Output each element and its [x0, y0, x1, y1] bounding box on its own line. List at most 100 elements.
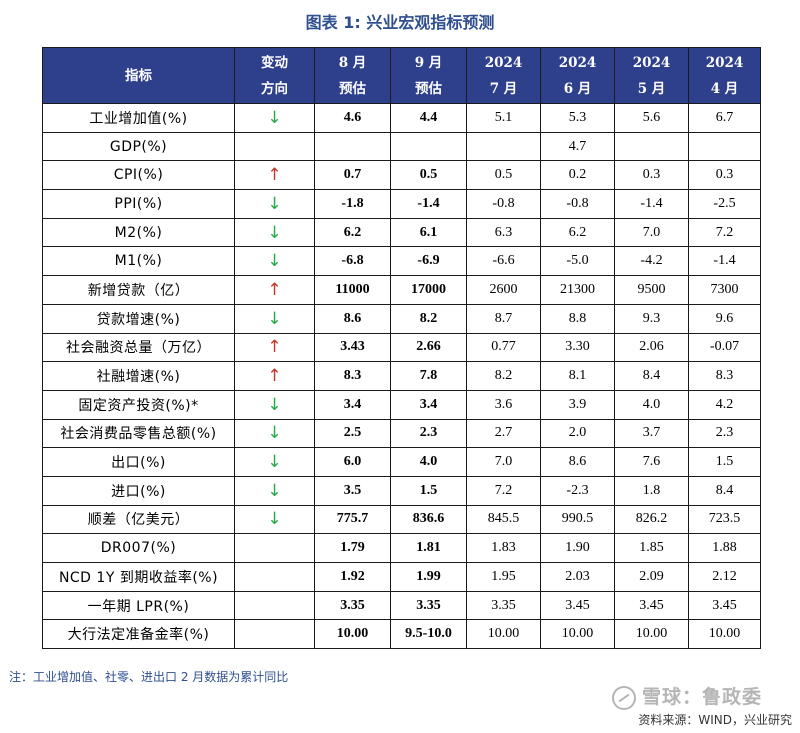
table-row: 进口(%) ↓ 3.5 1.5 7.2 -2.3 1.8 8.4 — [42, 475, 761, 506]
up-arrow-icon: ↑ — [267, 165, 282, 186]
jul-value: 8.7 — [466, 303, 541, 334]
jun-value: 1.90 — [540, 533, 615, 563]
down-arrow-icon: ↓ — [267, 423, 282, 444]
source-note: 资料来源：WIND，兴业研究 — [638, 713, 792, 727]
aug-value: 3.35 — [314, 590, 391, 621]
table-row: NCD 1Y 到期收益率(%) 1.92 1.99 1.95 2.03 2.09 2.12 — [42, 562, 761, 592]
down-arrow-icon: ↓ — [267, 193, 282, 214]
apr-value: 3.45 — [688, 590, 761, 621]
jun-value: 3.45 — [540, 590, 615, 621]
aug-value: 6.2 — [314, 217, 391, 248]
sep-value: 836.6 — [390, 504, 467, 535]
sep-value — [390, 131, 467, 162]
down-arrow-icon: ↓ — [267, 480, 282, 501]
header-indicator: 指标 — [42, 47, 235, 104]
table-row: 社会融资总量（万亿） ↑ 3.43 2.66 0.77 3.30 2.06 -0.07 — [42, 332, 761, 363]
indicator-name: 贷款增速(%) — [42, 303, 235, 334]
aug-value: 1.79 — [314, 533, 391, 563]
table-row: 固定资产投资(%)* ↓ 3.4 3.4 3.6 3.9 4.0 4.2 — [42, 389, 761, 420]
table-row: 新增贷款（亿） ↑ 11000 17000 2600 21300 9500 7300 — [42, 275, 761, 305]
aug-value: 6.0 — [314, 447, 391, 477]
direction-cell: ↓ — [234, 418, 315, 449]
indicator-name: M2(%) — [42, 217, 235, 248]
jun-value: 6.2 — [540, 217, 615, 248]
figure-title: 图表 1: 兴业宏观指标预测 — [305, 13, 495, 32]
direction-cell — [234, 562, 315, 592]
table-row: M2(%) ↓ 6.2 6.1 6.3 6.2 7.0 7.2 — [42, 217, 761, 248]
up-arrow-icon: ↑ — [267, 366, 282, 387]
up-arrow-icon: ↑ — [267, 279, 282, 300]
sep-value: 1.5 — [390, 475, 467, 506]
table-row: 工业增加值(%) ↓ 4.6 4.4 5.1 5.3 5.6 6.7 — [42, 103, 761, 133]
down-arrow-icon: ↓ — [267, 107, 282, 128]
sep-value: 17000 — [390, 275, 467, 305]
indicator-name: 社融增速(%) — [42, 361, 235, 391]
direction-cell: ↓ — [234, 504, 315, 535]
table-row: 顺差（亿美元） ↓ 775.7 836.6 845.5 990.5 826.2 723.5 — [42, 504, 761, 535]
down-arrow-icon: ↓ — [267, 394, 282, 415]
apr-value: 0.3 — [688, 160, 761, 191]
aug-value: 8.3 — [314, 361, 391, 391]
jul-value: 0.77 — [466, 332, 541, 363]
indicator-name: 大行法定准备金率(%) — [42, 619, 235, 650]
jul-value: 3.35 — [466, 590, 541, 621]
table-row: 贷款增速(%) ↓ 8.6 8.2 8.7 8.8 9.3 9.6 — [42, 303, 761, 334]
sep-value: 9.5-10.0 — [390, 619, 467, 650]
indicator-name: 新增贷款（亿） — [42, 275, 235, 305]
direction-cell: ↓ — [234, 217, 315, 248]
aug-value: 1.92 — [314, 562, 391, 592]
apr-value: 2.12 — [688, 562, 761, 592]
indicator-name: GDP(%) — [42, 131, 235, 162]
apr-value: -1.4 — [688, 246, 761, 277]
down-arrow-icon: ↓ — [267, 308, 282, 329]
may-value: 10.00 — [614, 619, 689, 650]
aug-value: 775.7 — [314, 504, 391, 535]
jun-value: 10.00 — [540, 619, 615, 650]
header-sep-forecast: 9 月预估 — [390, 47, 467, 104]
jul-value: 5.1 — [466, 103, 541, 133]
aug-value: 8.6 — [314, 303, 391, 334]
jul-value: 2600 — [466, 275, 541, 305]
down-arrow-icon: ↓ — [267, 222, 282, 243]
aug-value: 3.4 — [314, 389, 391, 420]
aug-value: 4.6 — [314, 103, 391, 133]
macro-forecast-table: 指标 变动 方向 8 月预估 9 月预估 2024 7 月 2024 6 月 2024… — [42, 47, 761, 650]
table-row: CPI(%) ↑ 0.7 0.5 0.5 0.2 0.3 0.3 — [42, 160, 761, 191]
direction-cell: ↑ — [234, 332, 315, 363]
jun-value: 2.03 — [540, 562, 615, 592]
direction-cell: ↓ — [234, 389, 315, 420]
indicator-name: M1(%) — [42, 246, 235, 277]
apr-value: 8.3 — [688, 361, 761, 391]
jul-value: 1.95 — [466, 562, 541, 592]
jul-value: 1.83 — [466, 533, 541, 563]
direction-cell: ↑ — [234, 361, 315, 391]
jun-value: 4.7 — [540, 131, 615, 162]
jul-value: 2.7 — [466, 418, 541, 449]
jul-value: 7.2 — [466, 475, 541, 506]
aug-value — [314, 131, 391, 162]
down-arrow-icon: ↓ — [267, 452, 282, 473]
apr-value: 7300 — [688, 275, 761, 305]
jul-value: 6.3 — [466, 217, 541, 248]
jun-value: 0.2 — [540, 160, 615, 191]
jun-value: 3.30 — [540, 332, 615, 363]
direction-cell — [234, 590, 315, 621]
jul-value: 10.00 — [466, 619, 541, 650]
direction-cell: ↓ — [234, 189, 315, 219]
indicator-name: 固定资产投资(%)* — [42, 389, 235, 420]
jun-value: 990.5 — [540, 504, 615, 535]
sep-value: 7.8 — [390, 361, 467, 391]
jul-value — [466, 131, 541, 162]
may-value: 1.8 — [614, 475, 689, 506]
sep-value: 8.2 — [390, 303, 467, 334]
table-row: 社会消费品零售总额(%) ↓ 2.5 2.3 2.7 2.0 3.7 2.3 — [42, 418, 761, 449]
header-direction: 变动 方向 — [234, 47, 315, 104]
indicator-name: PPI(%) — [42, 189, 235, 219]
aug-value: 3.43 — [314, 332, 391, 363]
indicator-name: 出口(%) — [42, 447, 235, 477]
direction-cell: ↓ — [234, 303, 315, 334]
jul-value: 7.0 — [466, 447, 541, 477]
may-value: 2.06 — [614, 332, 689, 363]
table-row: 出口(%) ↓ 6.0 4.0 7.0 8.6 7.6 1.5 — [42, 447, 761, 477]
apr-value: 1.88 — [688, 533, 761, 563]
